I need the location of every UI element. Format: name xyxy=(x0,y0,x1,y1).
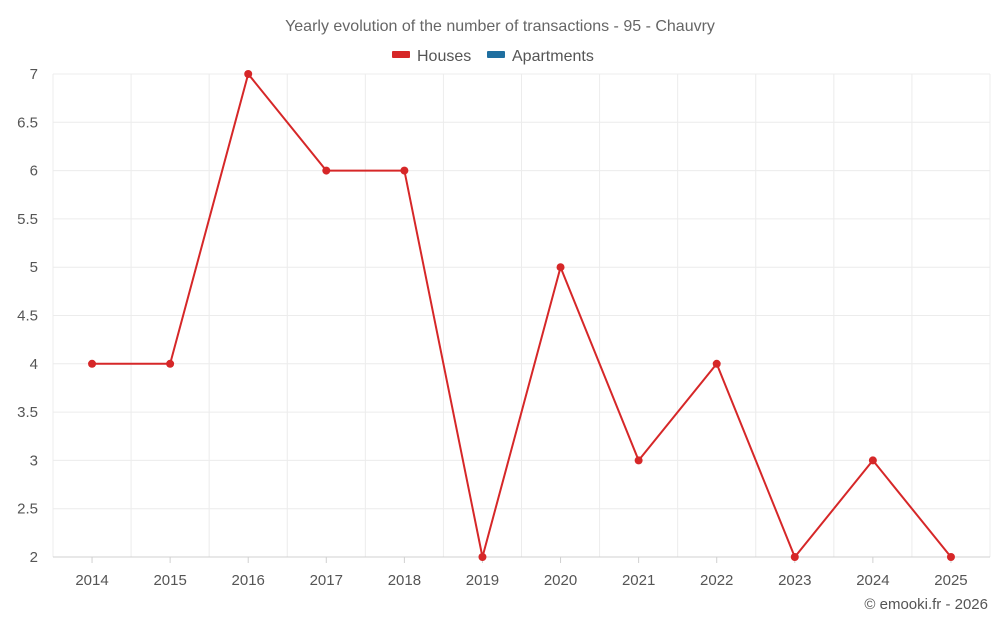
x-tick-label: 2022 xyxy=(700,572,733,589)
x-tick-label: 2019 xyxy=(466,572,499,589)
legend-label: Apartments xyxy=(512,48,594,65)
y-tick-label: 2 xyxy=(30,549,38,566)
x-tick-label: 2025 xyxy=(934,572,967,589)
data-point-2016[interactable] xyxy=(244,70,253,78)
y-tick-label: 4.5 xyxy=(17,308,38,325)
y-tick-label: 7 xyxy=(30,66,38,83)
legend-swatch xyxy=(392,51,410,58)
y-tick-label: 2.5 xyxy=(17,501,38,518)
legend-item-apartments[interactable]: Apartments xyxy=(487,48,594,65)
legend[interactable]: Houses Apartments xyxy=(392,48,594,65)
legend-label: Houses xyxy=(417,48,471,65)
data-point-2021[interactable] xyxy=(634,456,643,465)
x-tick-label: 2016 xyxy=(232,572,265,589)
data-point-2018[interactable] xyxy=(400,166,409,175)
legend-item-houses[interactable]: Houses xyxy=(392,48,471,65)
y-tick-label: 5.5 xyxy=(17,211,38,228)
data-point-2024[interactable] xyxy=(868,456,877,465)
data-point-2014[interactable] xyxy=(88,359,97,368)
data-point-2015[interactable] xyxy=(166,359,175,368)
legend-swatch xyxy=(487,51,505,58)
y-tick-label: 6.5 xyxy=(17,114,38,131)
y-tick-label: 3 xyxy=(30,452,38,469)
x-tick-label: 2018 xyxy=(388,572,421,589)
data-point-2023[interactable] xyxy=(790,553,799,561)
y-tick-label: 5 xyxy=(30,259,38,276)
series-line-houses xyxy=(92,73,952,558)
chart-title: Yearly evolution of the number of transa… xyxy=(285,18,715,35)
x-tick-label: 2023 xyxy=(778,572,811,589)
grid xyxy=(52,73,991,558)
y-tick-label: 4 xyxy=(30,356,38,373)
x-tick-label: 2015 xyxy=(153,572,186,589)
y-tick-label: 3.5 xyxy=(17,404,38,421)
y-tick-label: 6 xyxy=(30,163,38,180)
data-point-2017[interactable] xyxy=(322,166,331,175)
x-tick-label: 2014 xyxy=(75,572,108,589)
x-tick-label: 2021 xyxy=(622,572,655,589)
series xyxy=(88,70,955,561)
data-point-2022[interactable] xyxy=(712,359,721,368)
credit-text: © emooki.fr - 2026 xyxy=(864,596,988,613)
data-point-2020[interactable] xyxy=(556,263,565,272)
data-point-2025[interactable] xyxy=(946,553,955,561)
x-tick-label: 2017 xyxy=(310,572,343,589)
x-tick-label: 2020 xyxy=(544,572,577,589)
x-axis-ticks: 2014 2015 2016 2017 2018 2019 2020 2021 2022 2023… xyxy=(75,557,968,589)
y-axis-ticks: 2 2.5 3 3.5 4 4.5 5 5.5 6 6.5 7 xyxy=(17,66,38,566)
data-point-2019[interactable] xyxy=(478,553,487,561)
x-tick-label: 2024 xyxy=(856,572,889,589)
